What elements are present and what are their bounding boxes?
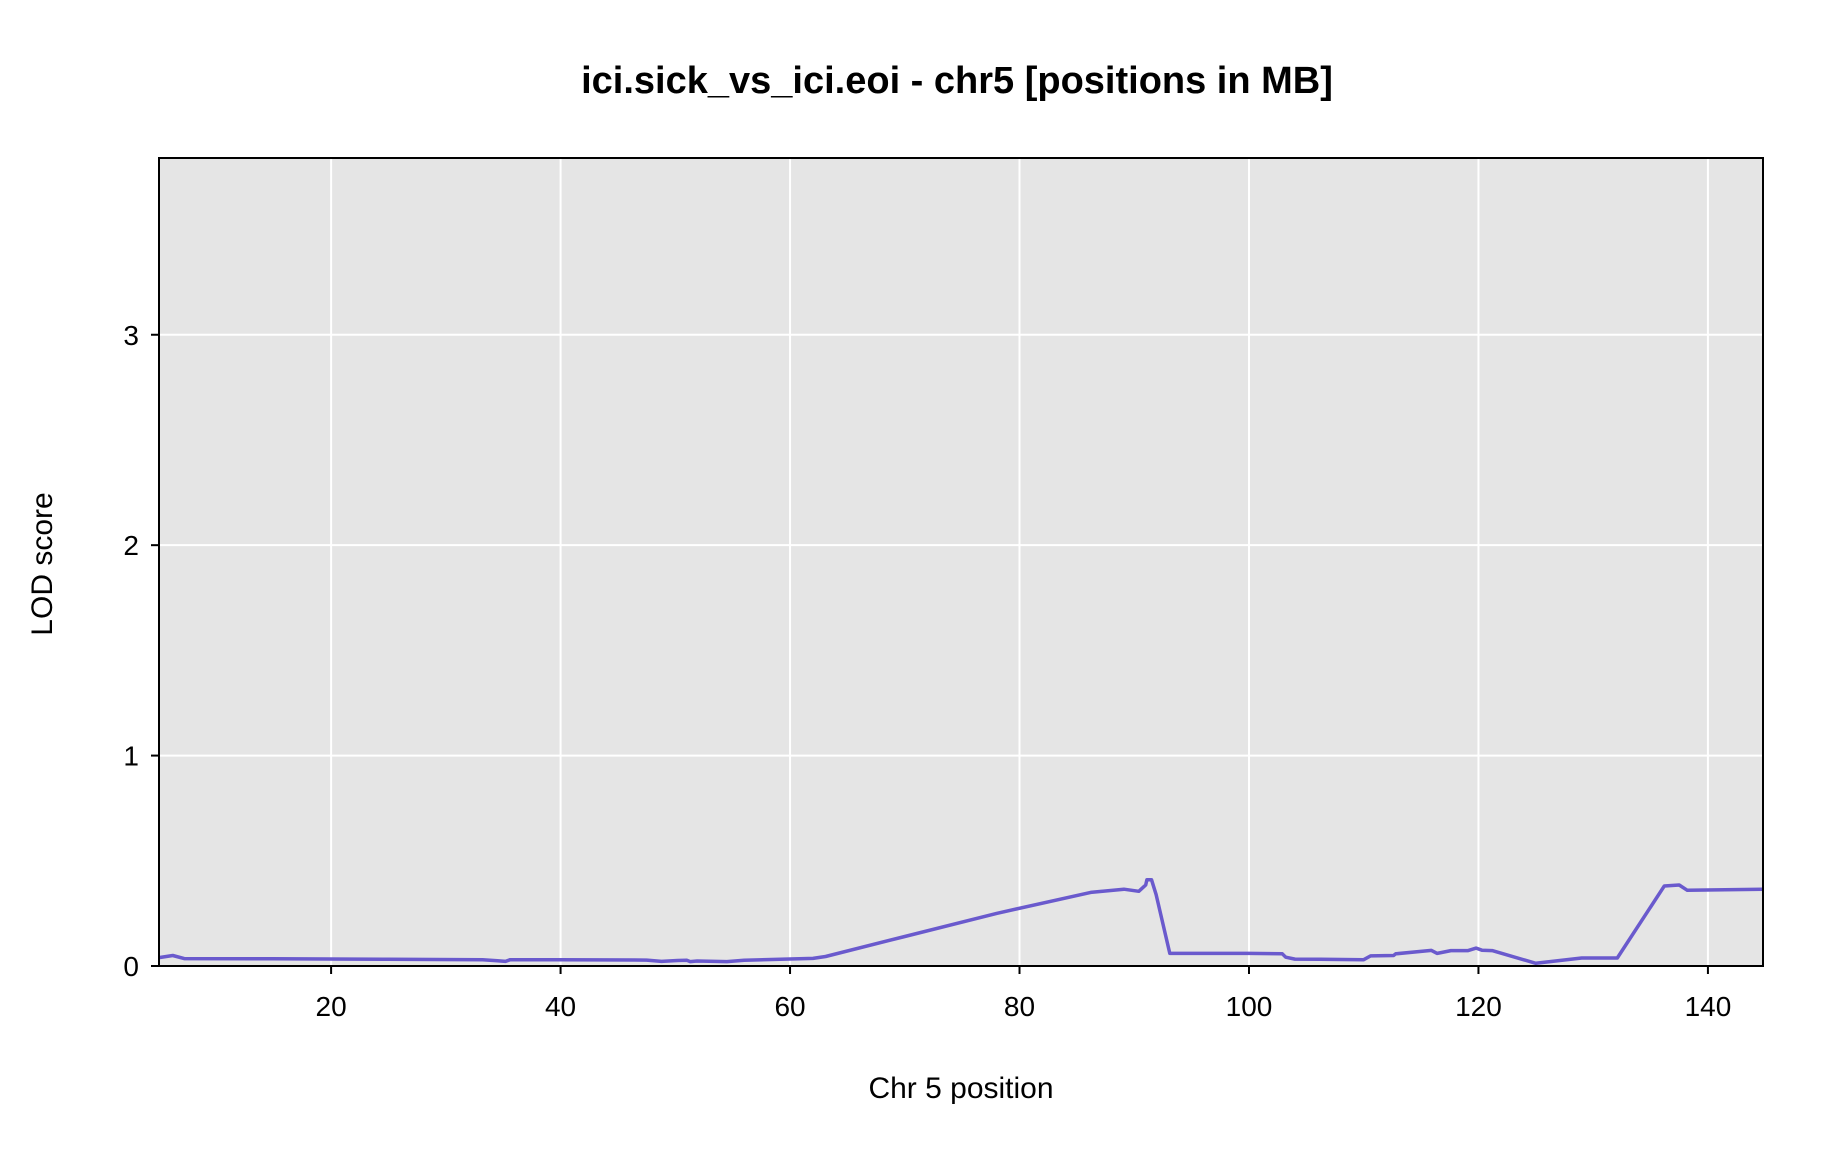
plot-border xyxy=(158,157,1764,967)
x-tick-label: 40 xyxy=(545,991,576,1022)
grid-lines xyxy=(159,158,1763,966)
y-tick-label: 1 xyxy=(123,741,139,772)
x-axis-label: Chr 5 position xyxy=(868,1072,1053,1105)
lod-series-line xyxy=(158,877,1764,966)
y-tick-label: 3 xyxy=(123,320,139,351)
x-tick-label: 120 xyxy=(1455,991,1502,1022)
x-tick-label: 140 xyxy=(1685,991,1732,1022)
chart-title: ici.sick_vs_ici.eoi - chr5 [positions in… xyxy=(581,60,1333,102)
x-tick-label: 20 xyxy=(316,991,347,1022)
y-tick-label: 0 xyxy=(123,951,139,982)
plot-background xyxy=(159,158,1763,966)
x-tick-label: 100 xyxy=(1226,991,1273,1022)
x-axis-ticks: 20 40 60 80 100 120 140 xyxy=(316,966,1732,1022)
x-tick-label: 60 xyxy=(774,991,805,1022)
y-axis-ticks: 0 1 2 3 xyxy=(123,320,159,982)
x-tick-label: 80 xyxy=(1004,991,1035,1022)
y-axis-label: LOD score xyxy=(26,492,59,635)
y-tick-label: 2 xyxy=(123,530,139,561)
